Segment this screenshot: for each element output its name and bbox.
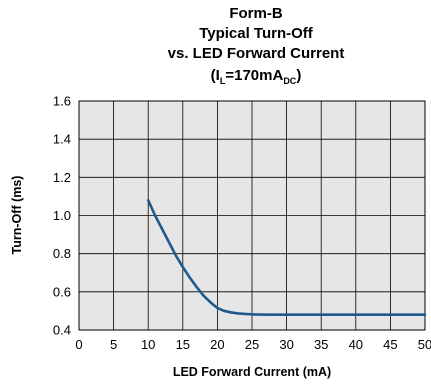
x-tick-label-0: 0 [75,337,82,352]
title-condition-suffix: ) [296,67,301,84]
x-tick-label-10: 50 [418,337,431,352]
series-line-0 [146,198,427,317]
x-tick-label-3: 15 [176,337,190,352]
y-tick-label-4: 1.2 [53,170,71,185]
y-tick-label-1: 0.6 [53,284,71,299]
title-line-1: Form-B [229,5,282,22]
title-condition-mid: =170mA [225,67,283,84]
x-axis-label: LED Forward Current (mA) [173,365,331,379]
y-tick-label-0: 0.4 [53,323,71,338]
y-tick-label-6: 1.6 [53,94,71,109]
y-tick-label-5: 1.4 [53,132,71,147]
title-condition: (IL=170mADC) [211,67,302,86]
x-tick-label-9: 45 [383,337,397,352]
x-tick-label-7: 35 [314,337,328,352]
y-axis-label: Turn-Off (ms) [10,176,24,255]
x-tick-label-4: 20 [210,337,224,352]
y-tick-label-3: 1.0 [53,208,71,223]
x-tick-label-1: 5 [110,337,117,352]
chart-title: Form-B Typical Turn-Off vs. LED Forward … [168,5,345,86]
x-tick-label-5: 25 [245,337,259,352]
x-tick-label-2: 10 [141,337,155,352]
series-group [146,198,427,317]
title-line-2: Typical Turn-Off [199,25,314,42]
title-condition-prefix: (I [211,67,220,84]
title-condition-sub-2: DC [283,76,296,86]
y-axis-ticks: 0.4 0.6 0.8 1.0 1.2 1.4 1.6 [53,94,71,338]
y-tick-label-2: 0.8 [53,246,71,261]
x-axis-ticks: 0 5 10 15 20 25 30 35 40 45 50 [75,337,431,352]
x-tick-label-6: 30 [279,337,293,352]
plot-border [78,100,426,331]
title-line-3: vs. LED Forward Current [168,45,345,62]
x-tick-label-8: 40 [349,337,363,352]
title-condition-sub-1: L [220,76,226,86]
